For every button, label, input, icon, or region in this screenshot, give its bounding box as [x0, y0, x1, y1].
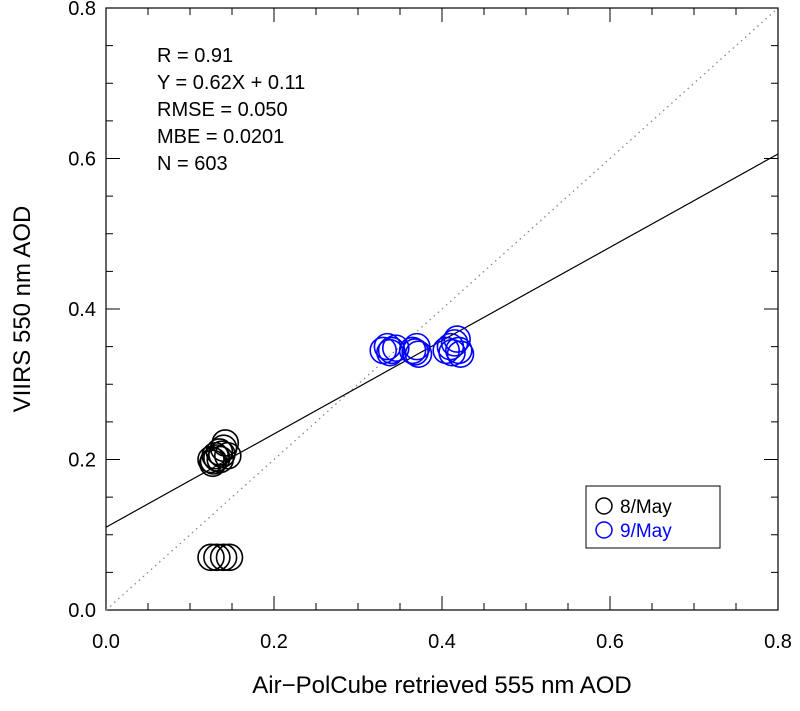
- data-point: [443, 325, 471, 353]
- data-point: [203, 444, 231, 472]
- data-point: [206, 445, 235, 474]
- data-point: [404, 340, 433, 368]
- data-point: [203, 543, 231, 572]
- data-point: [215, 543, 244, 572]
- x-tick-label: 0.4: [428, 631, 456, 653]
- data-point: [381, 334, 410, 362]
- data-point: [198, 449, 227, 478]
- data-point: [401, 338, 429, 366]
- x-axis-label: Air−PolCube retrieved 555 nm AOD: [252, 672, 632, 699]
- y-axis-label: VIIRS 550 nm AOD: [9, 206, 36, 413]
- legend-label: 8/May: [620, 497, 672, 518]
- y-tick-label: 0.2: [68, 450, 96, 472]
- data-point: [211, 429, 240, 457]
- y-tick-label: 0.4: [68, 299, 96, 321]
- data-point: [209, 543, 238, 572]
- legend-box: [585, 485, 721, 549]
- legend-marker: [595, 521, 613, 539]
- data-point: [446, 340, 475, 368]
- data-point: [398, 336, 427, 365]
- legend-label: 9/May: [620, 521, 672, 542]
- data-point: [214, 441, 242, 470]
- stat-label: MBE = 0.0201: [157, 126, 284, 148]
- x-tick-label: 0.8: [764, 631, 792, 653]
- stat-label: R = 0.91: [157, 45, 233, 67]
- y-tick-label: 0.0: [68, 600, 96, 622]
- y-tick-label: 0.8: [68, 0, 96, 20]
- data-point: [197, 543, 225, 572]
- x-tick-label: 0.0: [92, 631, 120, 653]
- x-tick-label: 0.6: [596, 631, 624, 653]
- y-tick-label: 0.6: [68, 149, 96, 171]
- data-point: [438, 338, 466, 367]
- x-tick-label: 0.2: [260, 631, 288, 653]
- stat-label: Y = 0.62X + 0.11: [157, 72, 305, 94]
- stat-label: N = 603: [157, 153, 228, 175]
- one-to-one-line: [105, 7, 779, 611]
- stat-label: RMSE = 0.050: [157, 99, 288, 121]
- legend-marker: [595, 497, 613, 515]
